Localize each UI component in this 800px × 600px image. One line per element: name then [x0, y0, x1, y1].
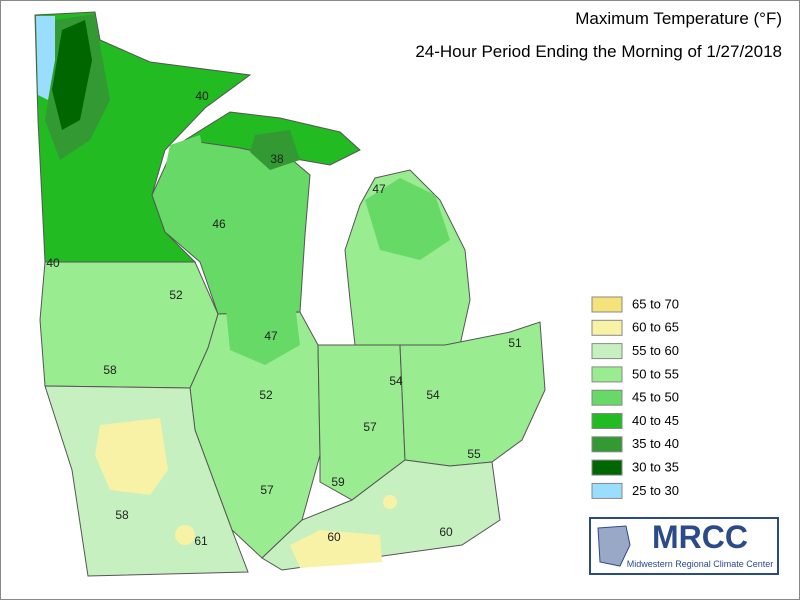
station-label: 47 — [372, 182, 386, 196]
station-label: 52 — [259, 388, 273, 402]
zone — [290, 530, 382, 568]
station-label: 55 — [467, 447, 481, 461]
subtitle: 24-Hour Period Ending the Morning of 1/2… — [415, 42, 782, 61]
logo-icon — [597, 525, 631, 567]
station-label: 57 — [363, 420, 377, 434]
legend-label: 45 to 50 — [632, 390, 679, 405]
zone — [52, 20, 92, 130]
station-label: 54 — [426, 388, 440, 402]
temperature-zones — [36, 14, 450, 568]
legend-swatch — [591, 459, 623, 476]
legend-swatch — [591, 389, 623, 406]
title: Maximum Temperature (°F) — [575, 9, 782, 28]
legend-label: 50 to 55 — [632, 366, 679, 381]
legend-label: 25 to 30 — [632, 483, 679, 498]
station-label: 47 — [264, 329, 278, 343]
zone — [225, 300, 300, 365]
station-label: 38 — [270, 152, 284, 166]
zone — [36, 16, 55, 100]
logo-subtitle: Midwestern Regional Climate Center — [627, 559, 774, 569]
station-label: 59 — [331, 475, 345, 489]
legend-swatch — [591, 413, 623, 429]
legend-label: 35 to 40 — [632, 436, 679, 451]
zone — [250, 130, 300, 170]
station-label: 58 — [115, 508, 129, 522]
station-label: 40 — [46, 256, 60, 270]
station-label: 57 — [260, 483, 274, 497]
legend-label: 55 to 60 — [632, 343, 679, 358]
station-label: 61 — [194, 534, 208, 548]
logo-name: MRCC — [652, 519, 748, 555]
legend-swatch — [591, 343, 623, 360]
legend: 65 to 70 60 to 65 55 to 60 50 to 55 45 to 50… — [591, 296, 679, 499]
legend-label: 65 to 70 — [632, 296, 679, 311]
logo: MRCC Midwestern Regional Climate Center — [589, 517, 779, 575]
station-label: 51 — [508, 336, 522, 350]
station-label: 52 — [169, 288, 183, 302]
zone — [175, 525, 195, 545]
station-label: 58 — [103, 363, 117, 377]
station-label: 40 — [195, 89, 209, 103]
station-label: 60 — [439, 525, 453, 539]
station-label: 46 — [212, 217, 226, 231]
zone — [160, 135, 210, 230]
station-labels: 40 38 47 46 40 52 47 51 58 54 54 52 57 55 59 57 58 60 61 60 — [46, 89, 522, 548]
legend-swatch — [591, 296, 623, 313]
legend-label: 40 to 45 — [632, 413, 679, 428]
states — [34, 11, 546, 577]
legend-swatch — [591, 482, 623, 499]
station-label: 60 — [327, 530, 341, 544]
legend-swatch — [591, 319, 623, 336]
zone — [95, 418, 168, 495]
zone — [365, 178, 450, 260]
zone — [383, 495, 397, 509]
station-label: 54 — [389, 374, 403, 388]
legend-label: 60 to 65 — [632, 320, 679, 335]
legend-swatch — [591, 436, 623, 453]
legend-label: 30 to 35 — [632, 460, 679, 475]
legend-swatch — [591, 366, 623, 383]
state-ia — [39, 261, 219, 389]
